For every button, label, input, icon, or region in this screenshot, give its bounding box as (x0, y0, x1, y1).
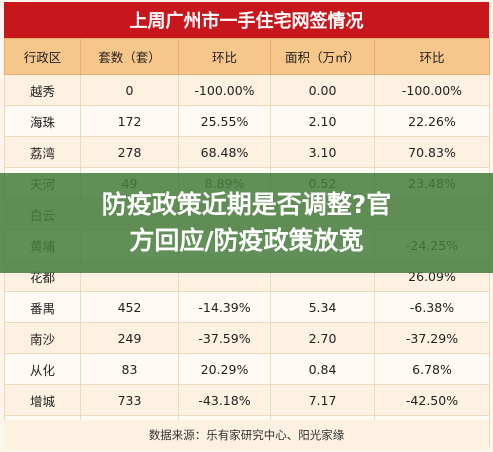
banner-line: 防疫政策近期是否调整?官 (101, 190, 392, 219)
table-cell: 172 (80, 105, 179, 137)
table-row: 从化 83 20.29% 0.84 6.78% (4, 353, 490, 385)
table-cell: -100.00% (178, 74, 271, 106)
table-cell: 68.48% (178, 136, 271, 168)
table-cell: 越秀 (4, 74, 81, 106)
table-cell: -42.50% (374, 384, 490, 416)
source-note: 数据来源：乐有家研究中心、阳光家缘 (4, 420, 489, 450)
table-row: 越秀 0 -100.00% 0.00 -100.00% (4, 74, 490, 106)
table-cell: 278 (80, 136, 179, 168)
table-cell: 南沙 (4, 322, 81, 354)
column-header: 面积（万㎡） (270, 38, 375, 75)
table-row: 荔湾 278 68.48% 3.10 70.83% (4, 136, 490, 168)
column-header: 套数（套） (80, 38, 179, 75)
table-cell: 25.55% (178, 105, 271, 137)
table-cell: 从化 (4, 353, 81, 385)
table-cell: -6.38% (374, 291, 490, 323)
table-cell: 荔湾 (4, 136, 81, 168)
banner-line: 方回应/防疫政策放宽 (129, 226, 364, 255)
column-header: 环比 (178, 38, 271, 75)
table-cell: 70.83% (374, 136, 490, 168)
table-cell: 83 (80, 353, 179, 385)
table-cell: -37.59% (178, 322, 271, 354)
table-cell: 增城 (4, 384, 81, 416)
table-cell: 6.78% (374, 353, 490, 385)
table-cell: -43.18% (178, 384, 271, 416)
table-cell: 0.00 (270, 74, 375, 106)
table-cell: 2.70 (270, 322, 375, 354)
table-cell: 249 (80, 322, 179, 354)
column-header: 环比 (374, 38, 490, 75)
table-cell: 733 (80, 384, 179, 416)
table-cell: 2.10 (270, 105, 375, 137)
table-cell: 22.26% (374, 105, 490, 137)
table-cell: 5.34 (270, 291, 375, 323)
table-cell: 番禺 (4, 291, 81, 323)
table-row: 增城 733 -43.18% 7.17 -42.50% (4, 384, 490, 416)
table-cell: -100.00% (374, 74, 490, 106)
column-header: 行政区 (4, 38, 81, 75)
table-cell: -37.29% (374, 322, 490, 354)
table-row: 南沙 249 -37.59% 2.70 -37.29% (4, 322, 490, 354)
table-cell: 0.84 (270, 353, 375, 385)
table-cell: 0 (80, 74, 179, 106)
table-cell: 7.17 (270, 384, 375, 416)
overlay-banner: 防疫政策近期是否调整?官 方回应/防疫政策放宽 (0, 173, 493, 273)
table-cell: 3.10 (270, 136, 375, 168)
table-cell: 20.29% (178, 353, 271, 385)
table-cell: 海珠 (4, 105, 81, 137)
title: 上周广州市一手住宅网签情况 (4, 2, 489, 38)
table-cell: 452 (80, 291, 179, 323)
table-row: 番禺 452 -14.39% 5.34 -6.38% (4, 291, 490, 323)
header-row: 行政区 套数（套） 环比 面积（万㎡） 环比 (4, 38, 490, 75)
table-cell: -14.39% (178, 291, 271, 323)
table-row: 海珠 172 25.55% 2.10 22.26% (4, 105, 490, 137)
